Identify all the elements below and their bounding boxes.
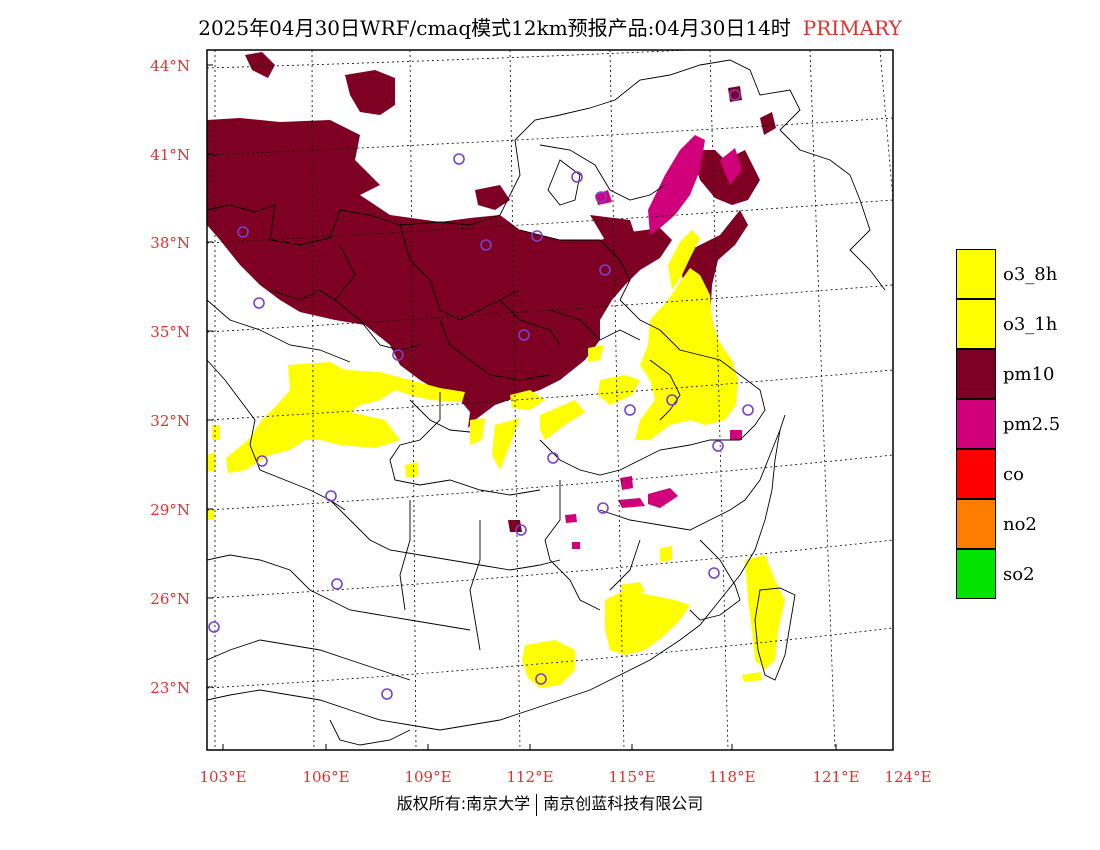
lon-label: 106°E: [302, 768, 349, 786]
legend-label: o3_1h: [1003, 314, 1058, 335]
legend-label: no2: [1003, 514, 1037, 535]
pm25-regions: [565, 135, 742, 549]
legend-swatch-co: [956, 449, 996, 499]
lat-label: 23°N: [150, 679, 190, 697]
legend-label: pm2.5: [1003, 414, 1061, 435]
pm10-regions: [207, 52, 776, 532]
legend-swatch-o3-1h: [956, 299, 996, 349]
legend-label: co: [1003, 464, 1024, 485]
legend-swatch-so2: [956, 549, 996, 599]
credit-separator: [536, 793, 538, 816]
graticule: [207, 50, 893, 750]
title-tag: PRIMARY: [802, 16, 902, 40]
credit-right: 南京创蓝科技有限公司: [543, 794, 704, 813]
copyright-credit: 版权所有:南京大学 南京创蓝科技有限公司: [0, 790, 1100, 816]
lon-label: 115°E: [608, 768, 655, 786]
lat-labels: 44°N 41°N 38°N 35°N 32°N 29°N 26°N 23°N: [150, 57, 190, 697]
lat-label: 29°N: [150, 501, 190, 519]
lon-label: 121°E: [812, 768, 859, 786]
lat-label: 32°N: [150, 412, 190, 430]
lon-label: 109°E: [404, 768, 451, 786]
lat-label: 41°N: [150, 146, 190, 164]
boundary-lines: [207, 59, 886, 746]
map-frame: [206, 49, 894, 751]
legend-swatch-no2: [956, 499, 996, 549]
lon-labels: 103°E 106°E 109°E 112°E 115°E 118°E 121°…: [199, 768, 931, 786]
map-title: 2025年04月30日WRF/cmaq模式12km预报产品:04月30日14时 P…: [0, 12, 1100, 41]
lon-label: 124°E: [884, 768, 931, 786]
lon-label: 112°E: [506, 768, 553, 786]
axis-ticks: [207, 64, 837, 750]
lon-label: 118°E: [708, 768, 755, 786]
lat-label: 44°N: [150, 57, 190, 75]
lat-label: 35°N: [150, 323, 190, 341]
o3-regions: [207, 230, 785, 688]
legend-swatch-pm10: [956, 349, 996, 399]
legend-swatch-o3-8h: [956, 249, 996, 299]
lat-label: 26°N: [150, 590, 190, 608]
legend-label: so2: [1003, 564, 1035, 585]
credit-left: 版权所有:南京大学: [396, 794, 531, 813]
lat-label: 38°N: [150, 234, 190, 252]
legend-label: o3_8h: [1003, 264, 1058, 285]
lon-label: 103°E: [199, 768, 246, 786]
legend-label: pm10: [1003, 364, 1055, 385]
title-main: 2025年04月30日WRF/cmaq模式12km预报产品:04月30日14时: [198, 16, 791, 40]
station-markers: [208, 89, 754, 700]
legend-swatch-pm25: [956, 399, 996, 449]
